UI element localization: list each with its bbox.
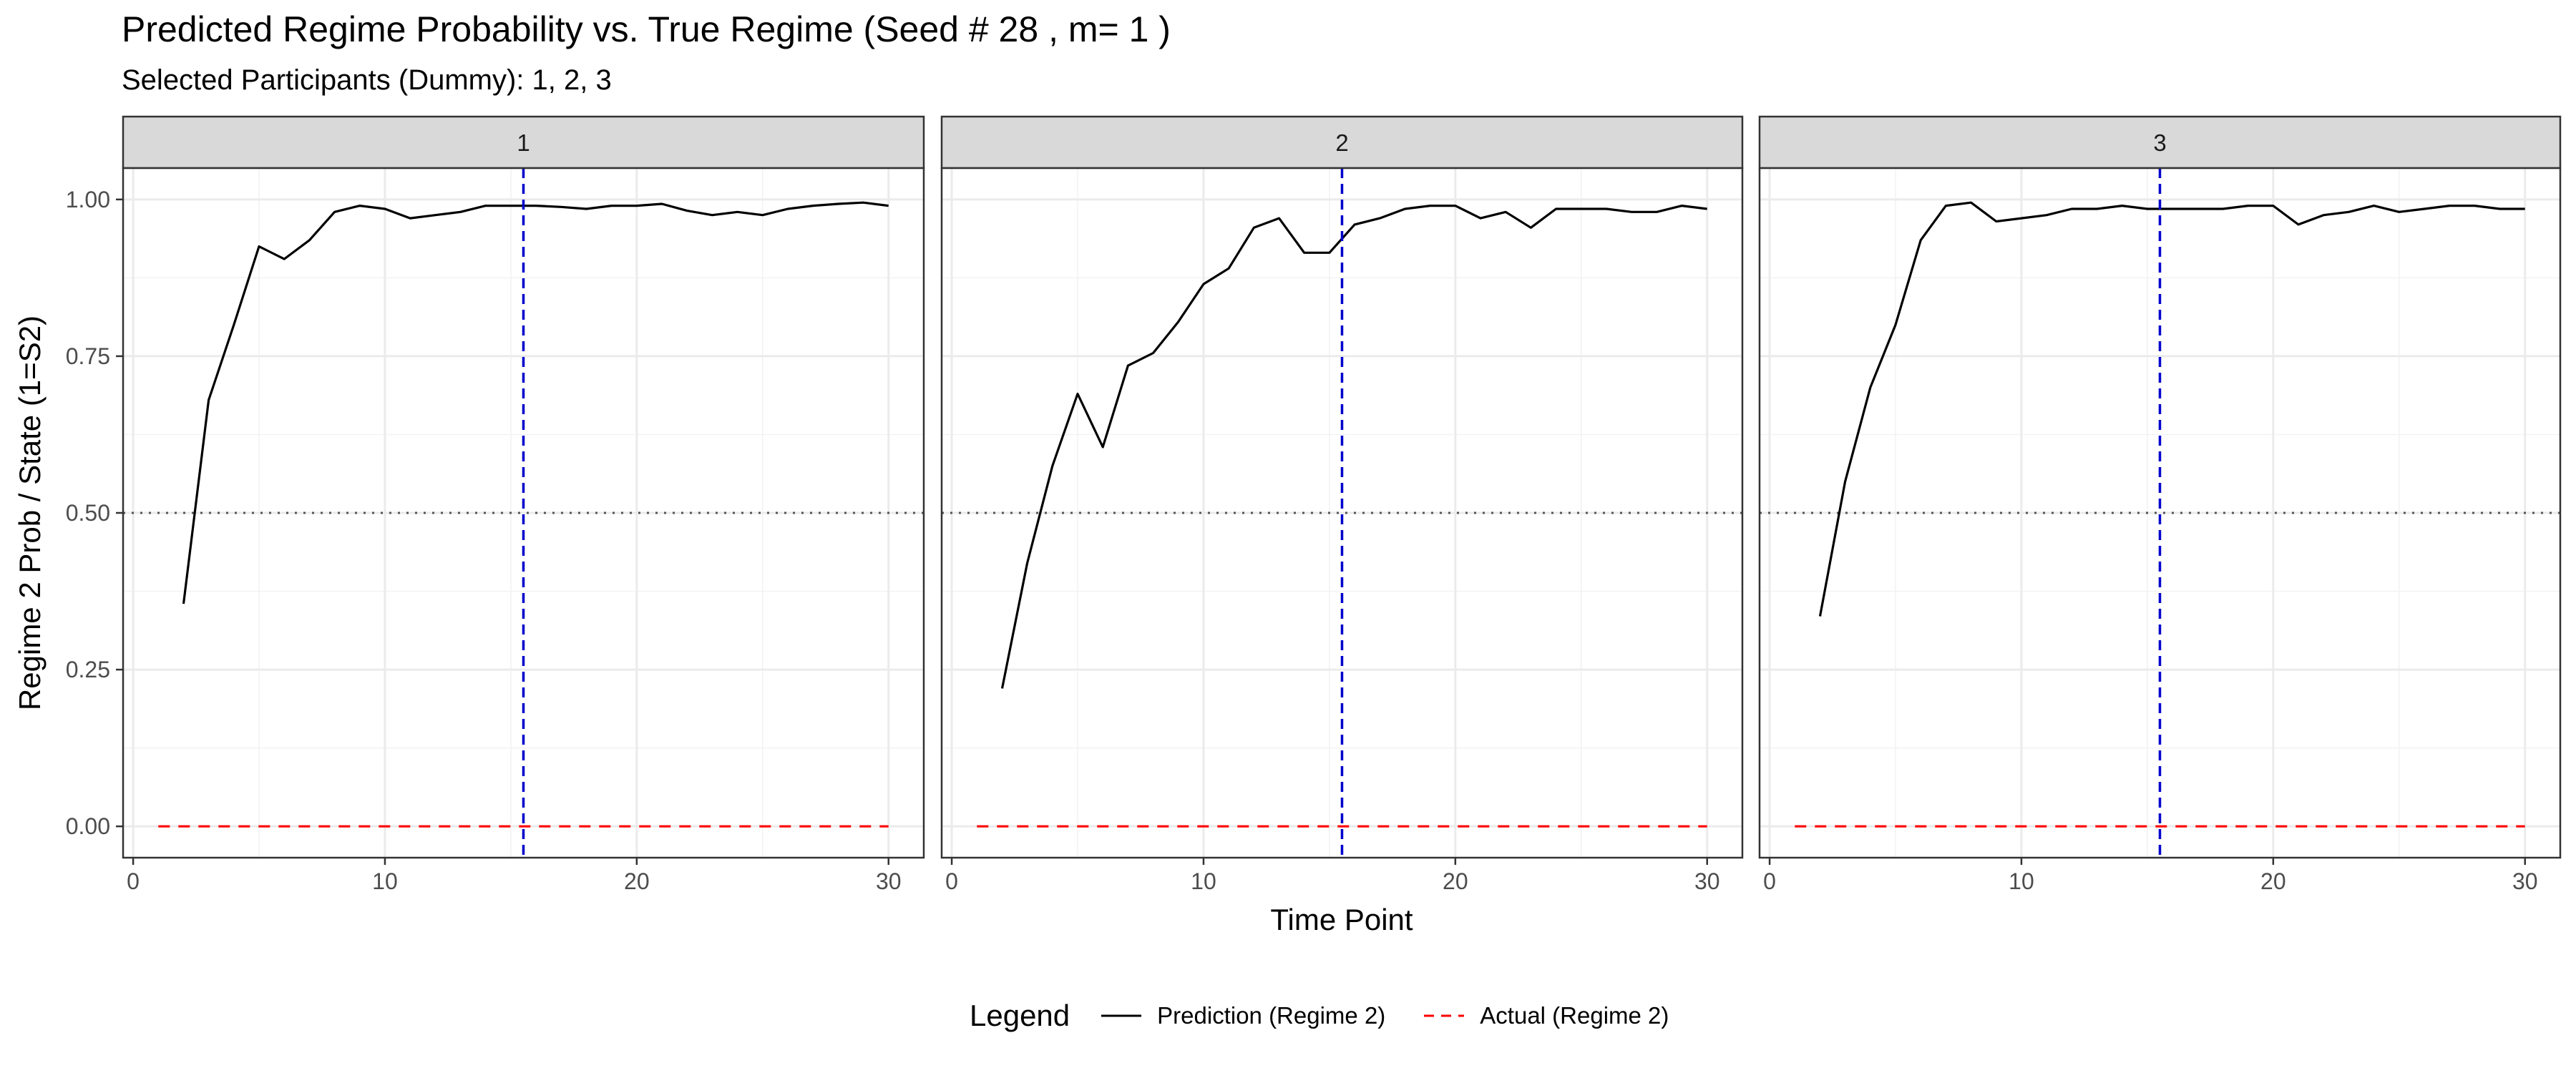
x-tick-label: 10 xyxy=(1191,868,1216,894)
facet-strip xyxy=(940,115,1744,170)
facet-strip xyxy=(1758,115,2562,170)
x-tick-label: 10 xyxy=(2009,868,2034,894)
x-tick-label: 30 xyxy=(1694,868,1720,894)
panel-3: 30 10 20 30 xyxy=(1758,115,2562,894)
chart-subtitle: Selected Participants (Dummy): 1, 2, 3 xyxy=(122,64,612,96)
legend-label-actual: Actual (Regime 2) xyxy=(1480,1002,1669,1029)
y-tick-label: 0.25 xyxy=(66,657,110,682)
x-tick-label: 0 xyxy=(127,868,140,894)
x-tick-label: 20 xyxy=(2260,868,2286,894)
panel-border xyxy=(940,167,1744,859)
x-tick-label: 30 xyxy=(2512,868,2538,894)
panel-1: 10 10 20 300.000.250.500.751.00 xyxy=(66,115,925,894)
prediction-line xyxy=(182,201,889,604)
x-axis-title: Time Point xyxy=(1270,903,1413,936)
y-tick-label: 1.00 xyxy=(66,187,110,212)
facet-strip-label: 1 xyxy=(517,129,530,156)
y-tick-label: 0.75 xyxy=(66,343,110,369)
legend-item-actual: Actual (Regime 2) xyxy=(1421,1001,1669,1030)
legend-title: Legend xyxy=(970,999,1070,1032)
y-tick-label: 0.00 xyxy=(66,813,110,839)
x-tick-label: 10 xyxy=(372,868,398,894)
legend-key-dashed-line xyxy=(1424,1014,1465,1017)
panel-border xyxy=(1758,167,2562,859)
x-tick-label: 20 xyxy=(624,868,650,894)
panel-2: 20 10 20 30 xyxy=(940,115,1744,894)
legend: Legend Prediction (Regime 2) Actual (Reg… xyxy=(970,994,1704,1037)
chart-title: Predicted Regime Probability vs. True Re… xyxy=(122,9,1171,49)
x-tick-label: 0 xyxy=(1763,868,1776,894)
y-axis-title: Regime 2 Prob / State (1=S2) xyxy=(13,315,47,710)
x-tick-label: 30 xyxy=(876,868,902,894)
prediction-line xyxy=(1818,201,2525,617)
legend-key-solid-line xyxy=(1101,1014,1142,1017)
legend-label-prediction: Prediction (Regime 2) xyxy=(1157,1002,1386,1029)
legend-item-prediction: Prediction (Regime 2) xyxy=(1098,1001,1385,1030)
x-tick-label: 0 xyxy=(945,868,958,894)
y-tick-label: 0.50 xyxy=(66,500,110,526)
x-tick-label: 20 xyxy=(1443,868,1468,894)
facet-strip-label: 2 xyxy=(1335,129,1348,156)
facet-strip-label: 3 xyxy=(2153,129,2166,156)
prediction-line xyxy=(1000,205,1707,689)
